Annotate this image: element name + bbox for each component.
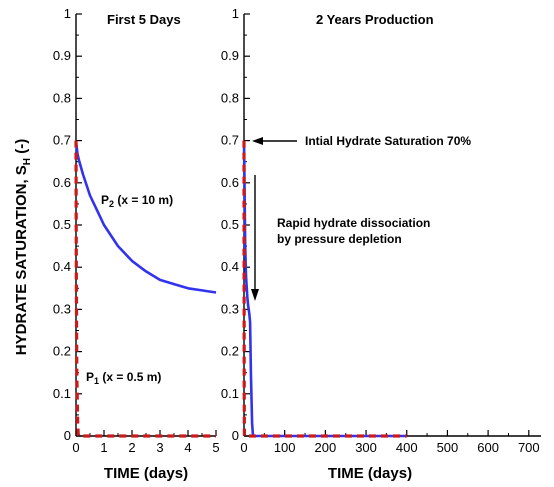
panel-1-series-p2-line xyxy=(74,140,217,294)
panel-2-x-tick-label-2: 200 xyxy=(315,440,337,455)
panel-1-x-tick-label-1: 1 xyxy=(100,440,107,455)
y-axis-title-sub: H xyxy=(22,158,33,165)
panel-2-y-tick-label-2: 0.2 xyxy=(221,344,239,359)
panel-2-y-tick-label-8: 0.8 xyxy=(221,90,239,105)
panel-1-x-tick-label-5: 5 xyxy=(212,440,219,455)
dissociation-annotation-line-1: Rapid hydrate dissociation xyxy=(277,216,430,230)
panel-1-y-tick-label-1: 0.1 xyxy=(53,386,71,401)
panel-2-y-tick-label-0: 0 xyxy=(232,428,239,443)
panel-2-title: 2 Years Production xyxy=(316,12,434,27)
panel-2-x-tick-label-1: 100 xyxy=(274,440,296,455)
panel-2-x-tick-label-3: 300 xyxy=(355,440,377,455)
panel-2-x-tick-label-0: 0 xyxy=(240,440,247,455)
panel-1-y-tick-label-8: 0.8 xyxy=(53,90,71,105)
panel-1-y-tick-label-4: 0.4 xyxy=(53,259,71,274)
y-axis-title-main: HYDRATE SATURATION, S xyxy=(13,165,30,355)
panel-2-y-tick-label-9: 0.9 xyxy=(221,48,239,63)
panel-1-title: First 5 Days xyxy=(107,12,181,27)
panel-2-y-tick-label-4: 0.4 xyxy=(221,259,239,274)
panel-2-x-tick-label-4: 400 xyxy=(396,440,418,455)
p1-label: P1 (x = 0.5 m) xyxy=(86,370,161,386)
panel-1-y-tick-label-7: 0.7 xyxy=(53,133,71,148)
panel-1-y-tick-label-5: 0.5 xyxy=(53,217,71,232)
panel-1-x-tick-label-3: 3 xyxy=(156,440,163,455)
panel-2-y-tick-label-6: 0.6 xyxy=(221,175,239,190)
panel-2-y-tick-label-10: 1 xyxy=(232,6,239,21)
p1-label-tail: (x = 0.5 m) xyxy=(99,370,161,384)
p2-label: P2 (x = 10 m) xyxy=(101,193,173,209)
panel-1-y-tick-label-2: 0.2 xyxy=(53,344,71,359)
dissociation-annotation-line-2: by pressure depletion xyxy=(277,232,402,246)
panel-2-series-p1-line xyxy=(242,140,407,438)
ticks-layer: 00.10.20.30.40.50.60.70.80.910 1 2 3 4 500.10… xyxy=(53,6,540,455)
panel-2-y-tick-label-7: 0.7 xyxy=(221,133,239,148)
y-axis-title: HYDRATE SATURATION, SH (-) xyxy=(13,139,33,355)
panel-2-x-tick-label-7: 700 xyxy=(518,440,540,455)
panel-1-y-tick-label-9: 0.9 xyxy=(53,48,71,63)
dissociation-arrow-head xyxy=(251,289,259,301)
panel-2-x-tick-label-5: 500 xyxy=(437,440,459,455)
panel-2-x-tick-label-6: 600 xyxy=(477,440,499,455)
series-layer xyxy=(74,140,407,438)
panel-1-x-tick-label-0: 0 xyxy=(72,440,79,455)
panel-2-y-tick-label-5: 0.5 xyxy=(221,217,239,232)
p1-label-main: P xyxy=(86,370,94,384)
panel-2-series-p2-line xyxy=(242,140,407,438)
initial-saturation-annotation: Intial Hydrate Saturation 70% xyxy=(305,134,471,148)
p2-label-tail: (x = 10 m) xyxy=(114,193,173,207)
panel-1-x-tick-label-2: 2 xyxy=(128,440,135,455)
panel-2-y-tick-label-1: 0.1 xyxy=(221,386,239,401)
p2-label-main: P xyxy=(101,193,109,207)
panel-1-x-axis-title: TIME (days) xyxy=(104,465,188,482)
p1-label-sub: 1 xyxy=(94,376,99,386)
panel-1-y-tick-label-0: 0 xyxy=(64,428,71,443)
panel-1-y-tick-label-6: 0.6 xyxy=(53,175,71,190)
initial-saturation-arrow-head xyxy=(252,137,263,145)
panel-2-y-tick-label-3: 0.3 xyxy=(221,301,239,316)
p2-label-sub: 2 xyxy=(109,199,114,209)
y-axis-title-tail: (-) xyxy=(13,139,30,158)
panel-1-y-tick-label-3: 0.3 xyxy=(53,301,71,316)
panel-2-x-axis-title: TIME (days) xyxy=(328,465,412,482)
panel-1-x-tick-label-4: 4 xyxy=(184,440,191,455)
panel-1-y-tick-label-10: 1 xyxy=(64,6,71,21)
